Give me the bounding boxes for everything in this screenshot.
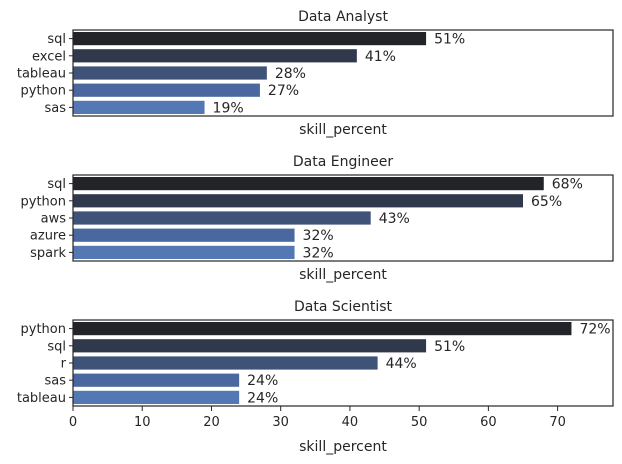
y-tick-label: excel [32,49,66,64]
bar-tableau [73,390,240,404]
y-tick-label: sas [44,101,66,116]
bar-spark [73,245,295,259]
y-tick-label: azure [30,229,66,244]
x-tick-label: 30 [272,415,289,430]
x-axis-label: skill_percent [299,267,387,283]
subplot-title: Data Scientist [294,299,393,315]
bar-excel [73,49,357,63]
subplot-title: Data Engineer [293,154,393,170]
y-tick-label: sas [44,374,66,389]
bar-tableau [73,66,267,80]
x-axis-label: skill_percent [299,122,387,138]
bar-value-label: 44% [386,356,417,372]
y-tick-label: sql [47,177,66,192]
y-tick-label: r [61,357,67,372]
bar-value-label: 32% [303,245,334,261]
y-tick-label: python [21,322,66,337]
bar-value-label: 27% [268,83,299,99]
bar-azure [73,228,295,242]
bar-value-label: 51% [434,32,465,48]
bar-r [73,356,378,370]
bar-value-label: 24% [247,373,278,389]
bar-value-label: 24% [247,390,278,406]
bar-sql [73,177,544,191]
axes-frame [72,174,614,262]
bar-value-label: 28% [275,66,306,82]
y-tick-label: tableau [17,67,66,82]
bar-aws [73,211,371,225]
y-tick-label: python [21,194,66,209]
bar-value-label: 51% [434,339,465,355]
y-tick-label: tableau [17,391,66,406]
bar-python [73,194,523,208]
bar-sql [73,339,427,353]
x-tick-label: 0 [69,415,77,430]
subplot-1: Data Analyst sql 51% excel 41% tableau 28% pyth… [17,9,614,138]
bar-python [73,83,260,97]
bar-value-label: 19% [213,100,244,116]
subplot-title: Data Analyst [298,9,388,25]
y-tick-label: python [21,84,66,99]
x-tick-label: 40 [342,415,359,430]
bar-value-label: 65% [531,194,562,210]
y-tick-label: sql [47,32,66,47]
subplot-3: Data Scientist python 72% sql 51% r 44% sas 24% t… [17,299,614,455]
y-tick-label: aws [41,212,67,227]
bar-python [73,322,572,336]
x-tick-label: 60 [480,415,497,430]
bar-value-label: 32% [303,228,334,244]
bar-value-label: 41% [365,49,396,65]
bar-sas [73,100,205,114]
axes-frame [72,29,614,117]
bar-sas [73,373,240,387]
x-tick-label: 20 [203,415,220,430]
x-tick-label: 50 [411,415,428,430]
bar-value-label: 43% [379,211,410,227]
x-axis-label: skill_percent [299,439,387,455]
axes-frame [72,319,614,407]
x-tick-label: 10 [134,415,151,430]
bar-value-label: 72% [579,322,610,338]
bar-value-label: 68% [552,177,583,193]
x-tick-label: 70 [549,415,566,430]
subplot-2: Data Engineer sql 68% python 65% aws 43% azure 3… [21,154,614,283]
y-tick-label: sql [47,339,66,354]
bar-sql [73,32,427,46]
y-tick-label: spark [30,246,66,261]
